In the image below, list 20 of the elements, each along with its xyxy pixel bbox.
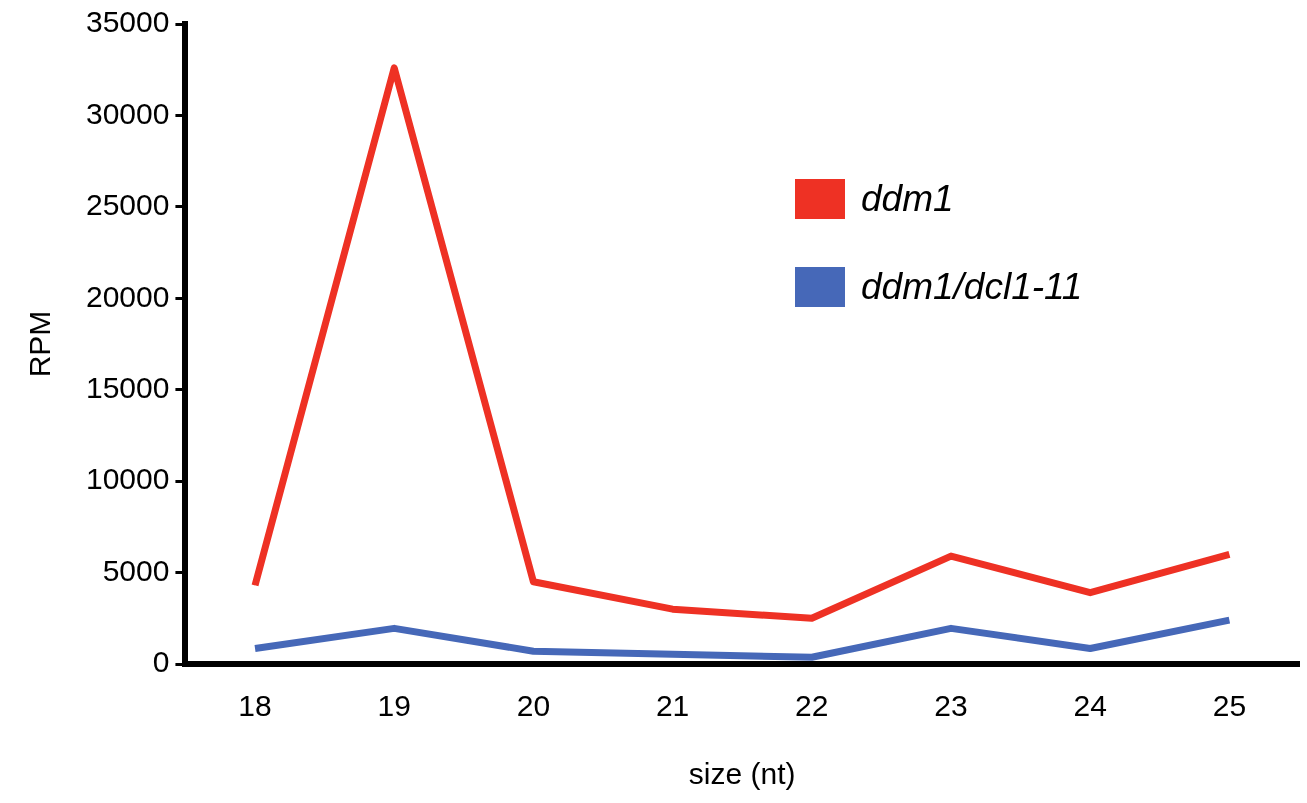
x-tick-label: 18 <box>238 689 272 723</box>
x-tick-label: 25 <box>1212 689 1247 723</box>
y-tick-label: 5000 <box>102 553 170 587</box>
y-axis-title: RPM <box>23 310 57 378</box>
x-tick-label: 19 <box>377 689 411 723</box>
x-tick-label: 21 <box>655 689 690 723</box>
x-tick-label: 24 <box>1073 689 1107 723</box>
y-tick-label: 30000 <box>85 96 170 130</box>
x-axis-title: size (nt) <box>688 757 796 791</box>
legend-label: ddm1/dcl1-11 <box>861 266 1083 308</box>
y-tick-label: 25000 <box>85 188 170 222</box>
y-tick-label: 20000 <box>85 279 170 313</box>
y-tick-label: 35000 <box>85 5 170 39</box>
y-tick-label: 15000 <box>85 370 170 404</box>
x-tick-label: 22 <box>795 689 829 723</box>
x-tick-label: 23 <box>934 689 968 723</box>
x-tick-label: 20 <box>516 689 551 723</box>
y-tick-label: 0 <box>152 645 170 679</box>
legend-label: ddm1 <box>861 178 954 220</box>
y-tick-label: 10000 <box>85 462 170 496</box>
